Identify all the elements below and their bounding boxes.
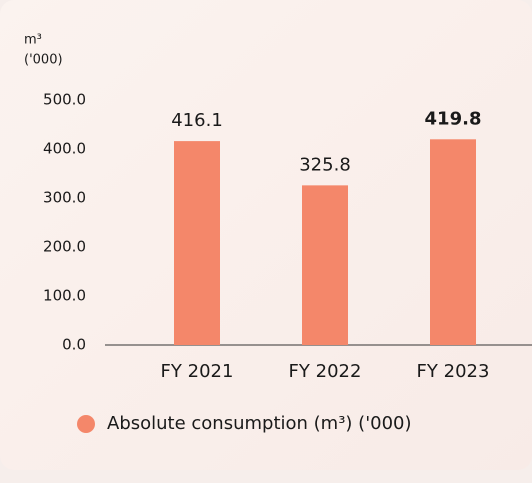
panel (0, 0, 532, 470)
x-tick-label: FY 2022 (289, 361, 362, 382)
y-tick-label: 300.0 (43, 189, 86, 207)
y-tick-label: 400.0 (43, 140, 86, 158)
value-label: 416.1 (171, 110, 223, 131)
x-tick-label: FY 2023 (417, 361, 490, 382)
y-axis-label: ('000) (24, 53, 63, 68)
bar (174, 141, 220, 345)
legend-label: Absolute consumption (m³) ('000) (107, 413, 412, 434)
value-label: 419.8 (425, 108, 482, 129)
y-tick-label: 100.0 (43, 287, 86, 305)
value-label: 325.8 (299, 154, 351, 175)
bar (430, 139, 476, 345)
y-axis-label: m³ (24, 33, 42, 48)
y-tick-label: 200.0 (43, 238, 86, 256)
bar (302, 185, 348, 345)
y-tick-label: 500.0 (43, 91, 86, 109)
x-tick-label: FY 2021 (161, 361, 234, 382)
legend-swatch (77, 415, 95, 433)
y-tick-label: 0.0 (62, 336, 86, 354)
